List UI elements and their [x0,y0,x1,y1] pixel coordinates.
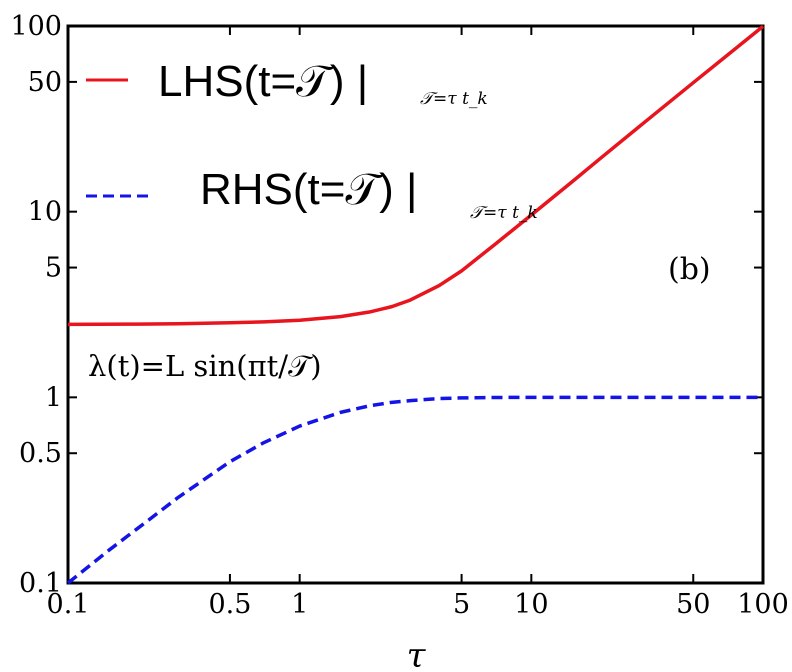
ticks-layer: 0.1 0.5 1 5 10 50 100 0.1 0.5 1 5 10 50 100 [10,11,788,620]
protocol-annotation: λ(t)=L sin(πt/𝒯) [88,349,322,383]
y-tick-label: 5 [45,253,62,284]
x-tick-label: 10 [514,589,548,620]
series-line-rhs [66,395,763,585]
x-axis-label: τ [407,636,427,667]
x-tick-label: 100 [737,589,789,620]
x-tick-label: 1 [291,589,308,620]
y-tick-label: 1 [45,382,62,413]
y-tick-label: 0.5 [19,438,62,469]
legend-label-lhs: LHS(t=𝒯) | [158,57,368,106]
y-tick-label: 50 [28,67,62,98]
legend-label-rhs: RHS(t=𝒯) | [200,165,417,214]
series-line-lhs [67,25,765,327]
x-tick-label: 0.1 [47,589,90,620]
y-tick-label: 0.1 [19,568,62,599]
y-tick-label: 100 [10,11,62,42]
y-tick-label: 10 [28,197,62,228]
legend-entry-lhs: LHS(t=𝒯) | 𝒯=τ t_k [86,57,488,109]
legend-subscript-lhs: 𝒯=τ t_k [420,89,488,109]
plot-frame [66,24,765,585]
panel-label: (b) [668,252,711,287]
x-tick-label: 50 [676,589,710,620]
series-layer [66,25,765,585]
legend-entry-rhs: RHS(t=𝒯) | 𝒯=τ t_k [86,165,538,223]
legend-subscript-rhs: 𝒯=τ t_k [470,203,538,223]
x-tick-label: 0.5 [208,589,251,620]
x-tick-label: 5 [453,589,470,620]
